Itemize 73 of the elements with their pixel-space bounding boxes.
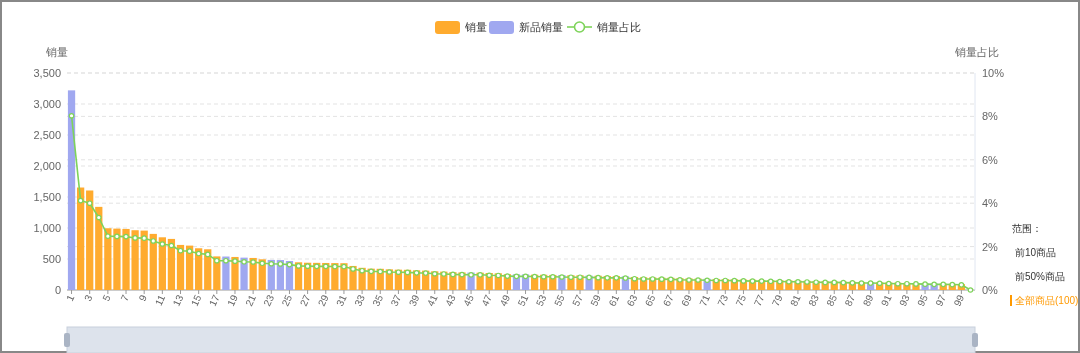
x-tick-label: 11 — [152, 292, 168, 308]
x-tick-label: 83 — [806, 292, 822, 308]
x-tick-label: 31 — [334, 292, 349, 308]
x-tick-label: 51 — [515, 292, 531, 308]
y-tick-label: 2,500 — [33, 129, 61, 141]
x-tick-label: 33 — [352, 292, 368, 308]
x-tick-label: 17 — [206, 292, 222, 308]
y-tick-label: 500 — [42, 253, 61, 265]
x-tick-label: 79 — [769, 292, 785, 308]
x-tick-label: 99 — [951, 292, 967, 308]
x-tick-label: 65 — [642, 292, 658, 308]
x-tick-label: 63 — [624, 292, 640, 308]
x-tick-label: 1 — [64, 292, 77, 303]
x-tick-label: 49 — [497, 292, 513, 308]
x-tick-label: 15 — [188, 292, 204, 308]
x-tick-label: 85 — [824, 292, 840, 308]
x-tick-label: 23 — [261, 292, 277, 308]
x-tick-label: 7 — [118, 292, 132, 303]
x-tick-label: 55 — [552, 292, 567, 308]
x-tick-label: 3 — [82, 292, 95, 303]
y-axis-title: 销量 — [45, 46, 68, 58]
x-tick-label: 35 — [370, 292, 386, 308]
x-tick-label: 59 — [588, 292, 604, 308]
x-tick-label: 87 — [842, 292, 858, 308]
x-tick-label: 19 — [225, 292, 240, 308]
x-tick-label: 47 — [479, 292, 495, 308]
x-tick-label: 95 — [915, 292, 931, 308]
x-tick-label: 41 — [424, 292, 440, 308]
x-tick-label: 45 — [461, 292, 477, 308]
x-tick-label: 25 — [279, 292, 295, 308]
y2-tick-label: 2% — [982, 240, 999, 253]
x-tick-label: 21 — [243, 292, 259, 308]
x-tick-label: 81 — [788, 292, 803, 308]
x-tick-label: 97 — [933, 292, 949, 308]
y-tick-label: 2,000 — [33, 160, 61, 172]
y2-tick-label: 8% — [982, 110, 999, 123]
x-tick-label: 71 — [697, 292, 713, 308]
x-tick-label: 53 — [533, 292, 549, 308]
legend-label: 新品销量 — [519, 21, 563, 33]
x-tick-label: 13 — [170, 292, 186, 308]
y-tick-label: 1,000 — [33, 222, 61, 234]
x-tick-label: 75 — [733, 292, 749, 308]
x-tick-label: 5 — [100, 292, 113, 303]
y-tick-label: 1,500 — [33, 191, 61, 203]
text: 前50%商品 — [1015, 271, 1066, 282]
y2-axis-title: 销量占比 — [954, 46, 999, 58]
legend-label: 销量 — [464, 21, 487, 33]
x-tick-label: 77 — [751, 292, 767, 308]
x-tick-label: 57 — [570, 292, 586, 308]
x-tick-label: 73 — [715, 292, 731, 308]
x-tick-label: 9 — [136, 292, 150, 303]
y-tick-label: 3,500 — [33, 67, 61, 79]
y-tick-label: 3,000 — [33, 98, 61, 110]
x-tick-label: 37 — [388, 292, 404, 308]
x-tick-label: 39 — [406, 292, 422, 308]
x-tick-label: 29 — [315, 292, 331, 308]
y2-tick-label: 6% — [982, 153, 999, 166]
x-tick-label: 67 — [660, 292, 676, 308]
y2-tick-label: 10% — [982, 67, 1005, 79]
x-tick-label: 43 — [443, 292, 458, 308]
text: 前10商品 — [1015, 247, 1057, 258]
x-tick-label: 61 — [606, 292, 622, 308]
text: 范围： — [1012, 223, 1042, 234]
y-tick-label: 0 — [54, 284, 61, 296]
x-tick-label: 89 — [860, 292, 876, 308]
x-tick-label: 93 — [897, 292, 912, 308]
y2-tick-label: 0% — [982, 284, 999, 296]
x-tick-label: 27 — [297, 292, 313, 308]
x-tick-label: 91 — [878, 292, 894, 308]
legend-label: 销量占比 — [596, 21, 641, 33]
y2-tick-label: 4% — [982, 197, 999, 210]
text: 全部商品(100) — [1015, 295, 1079, 306]
x-tick-label: 69 — [679, 292, 694, 308]
